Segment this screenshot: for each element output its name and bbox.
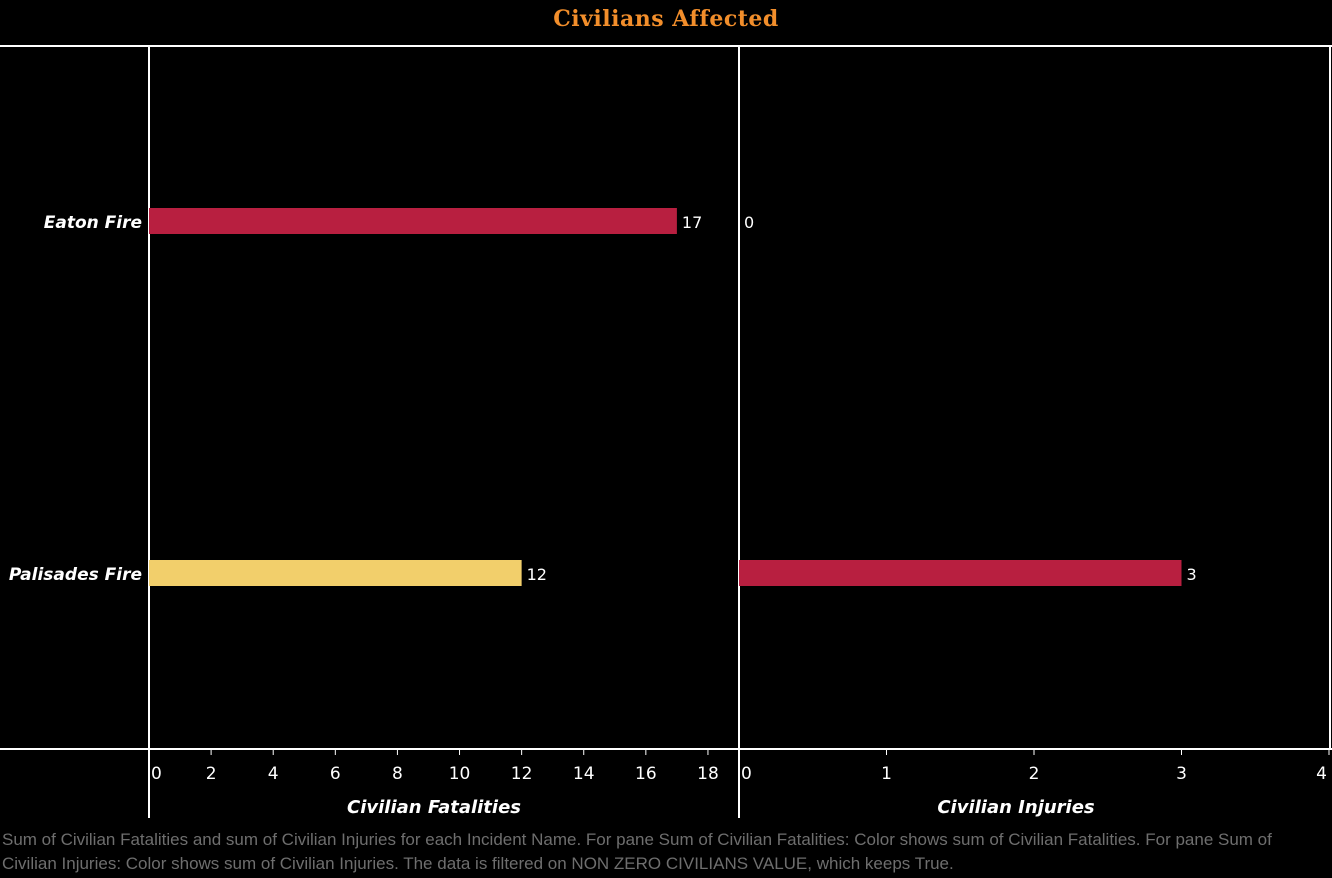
tick-label: 10: [449, 764, 471, 784]
data-label: 17: [682, 213, 702, 232]
bar-civilian-injuries-2: [739, 560, 1182, 586]
tick-label: 8: [392, 764, 403, 784]
tick-label: 0: [741, 764, 752, 784]
tick-label: 4: [268, 764, 279, 784]
x-axis-title: Civilian Injuries: [937, 797, 1095, 818]
tick-label: 6: [330, 764, 341, 784]
tick-label: 14: [573, 764, 595, 784]
tick-label: 3: [1176, 764, 1187, 784]
tick-label: 2: [1029, 764, 1040, 784]
category-label: Eaton Fire: [44, 213, 142, 233]
category-label: Palisades Fire: [9, 565, 142, 585]
x-axis-title: Civilian Fatalities: [347, 797, 521, 818]
data-label: 3: [1187, 565, 1197, 584]
tick-label: 2: [206, 764, 217, 784]
bar-civilian-fatalities-2: [149, 560, 522, 586]
tick-label: 16: [635, 764, 657, 784]
data-label: 12: [527, 565, 547, 584]
tick-label: 12: [511, 764, 533, 784]
tick-label: 18: [697, 764, 719, 784]
bar-civilian-fatalities-1: [149, 208, 677, 234]
tick-label: 0: [151, 764, 162, 784]
chart-caption: Sum of Civilian Fatalities and sum of Ci…: [2, 830, 1272, 873]
chart-title: Civilians Affected: [553, 6, 779, 32]
tick-label: 4: [1316, 764, 1327, 784]
tick-label: 1: [881, 764, 892, 784]
data-label: 0: [744, 213, 754, 232]
